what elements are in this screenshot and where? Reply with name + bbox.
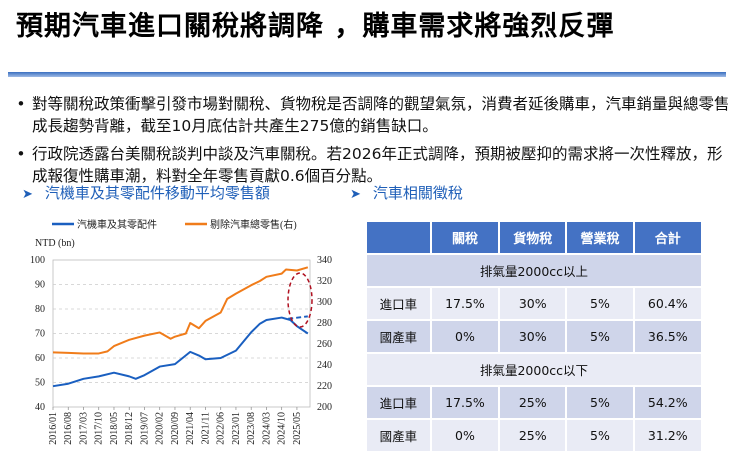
y-tick-left: 90 <box>35 280 45 291</box>
group-row: 排氣量2000cc以上 <box>365 253 703 288</box>
highlight-ellipse <box>287 272 313 328</box>
x-tick-label: 2018/05 <box>109 412 120 445</box>
table-cell: 0% <box>429 418 501 453</box>
header-cell <box>365 220 432 255</box>
bullet-item: • 對等關稅政策衝擊引發市場對關稅、貨物稅是否調降的觀望氣氛，消費者延後購車，汽車… <box>10 93 730 137</box>
x-tick-label: 2024/03 <box>261 412 272 445</box>
table-cell: 36.5% <box>632 319 704 354</box>
bullet-text: 對等關稅政策衝擊引發市場對關稅、貨物稅是否調降的觀望氣氛，消費者延後購車，汽車銷… <box>32 95 730 135</box>
x-tick-label: 2025/05 <box>292 412 303 445</box>
title-divider <box>8 72 726 77</box>
chart-section-heading: ➤ 汽機車及其零配件移動平均零售額 <box>22 182 270 203</box>
y-tick-right: 240 <box>317 360 332 371</box>
tax-table: 關稅 貨物稅 營業稅 合計 排氣量2000cc以上 進口車 17.5% 30% 5% 60… <box>365 220 704 453</box>
row-label: 進口車 <box>365 385 432 420</box>
group-label: 排氣量2000cc以上 <box>365 253 703 288</box>
table-header-row: 關稅 貨物稅 營業稅 合計 <box>365 220 704 255</box>
x-tick-label: 2021/11 <box>200 412 211 444</box>
table-row: 國產車 0% 30% 5% 36.5% <box>365 319 704 354</box>
table-row: 進口車 17.5% 25% 5% 54.2% <box>365 385 704 420</box>
x-tick-label: 2017/03 <box>78 412 89 445</box>
x-tick-label: 2023/08 <box>246 412 257 445</box>
bullet-dot-icon: • <box>16 95 26 113</box>
bullet-text: 行政院透露台美關稅談判中談及汽車關稅。若2026年正式調降，預期被壓抑的需求將一… <box>32 145 723 185</box>
header-cell: 營業稅 <box>565 220 635 255</box>
group-row: 排氣量2000cc以下 <box>365 352 703 387</box>
page-title: 預期汽車進口關稅將調降 ，購車需求將強烈反彈 <box>16 11 615 42</box>
y-tick-left: 100 <box>30 255 45 266</box>
y-tick-right: 220 <box>317 381 332 392</box>
x-tick-label: 2022/06 <box>216 412 227 445</box>
table-cell: 0% <box>429 319 501 354</box>
header-cell: 合計 <box>632 220 704 255</box>
table-cell: 60.4% <box>632 286 704 321</box>
series-line-0 <box>52 316 309 388</box>
table-cell: 25% <box>498 418 568 453</box>
y-axis-label: NTD (bn) <box>35 238 75 249</box>
table-row: 國產車 0% 25% 5% 31.2% <box>365 418 704 453</box>
header-cell: 關稅 <box>429 220 501 255</box>
table-cell: 5% <box>565 286 635 321</box>
table-section-title: 汽車相關徵稅 <box>372 184 463 202</box>
y-tick-right: 280 <box>317 318 332 329</box>
bullet-list: • 對等關稅政策衝擊引發市場對關稅、貨物稅是否調降的觀望氣氛，消費者延後購車，汽車… <box>10 93 730 193</box>
chart-section-title: 汽機車及其零配件移動平均零售額 <box>44 184 270 202</box>
table-cell: 17.5% <box>429 286 501 321</box>
row-label: 國產車 <box>365 319 432 354</box>
table-cell: 31.2% <box>632 418 704 453</box>
table-cell: 30% <box>498 286 568 321</box>
arrowhead-icon: ➤ <box>350 187 361 202</box>
table-section-heading: ➤ 汽車相關徵稅 <box>350 182 463 203</box>
y-tick-right: 300 <box>317 297 332 308</box>
table-row: 進口車 17.5% 30% 5% 60.4% <box>365 286 704 321</box>
x-tick-label: 2020/09 <box>170 412 181 445</box>
group-label: 排氣量2000cc以下 <box>365 352 703 387</box>
y-tick-left: 70 <box>35 329 45 340</box>
header-cell: 貨物稅 <box>498 220 568 255</box>
y-tick-right: 260 <box>317 339 332 350</box>
row-label: 進口車 <box>365 286 432 321</box>
x-tick-label: 2016/08 <box>63 412 74 445</box>
arrowhead-icon: ➤ <box>22 187 33 202</box>
x-tick-label: 2023/01 <box>231 412 242 445</box>
x-tick-label: 2017/10 <box>94 412 105 445</box>
table-cell: 5% <box>565 385 635 420</box>
x-tick-label: 2020/02 <box>155 412 166 445</box>
y-tick-left: 60 <box>35 353 45 364</box>
y-tick-right: 320 <box>317 276 332 287</box>
legend-label: 剔除汽車總零售(右) <box>210 218 297 231</box>
table-cell: 54.2% <box>632 385 704 420</box>
series-line-1 <box>52 266 309 355</box>
legend-label: 汽機車及其零配件 <box>77 218 157 231</box>
table-cell: 5% <box>565 319 635 354</box>
bullet-dot-icon: • <box>16 145 26 163</box>
row-label: 國產車 <box>365 418 432 453</box>
table-cell: 5% <box>565 418 635 453</box>
x-tick-label: 2019/07 <box>139 412 150 445</box>
y-tick-left: 40 <box>35 402 45 413</box>
line-chart: 40 50 60 70 80 90 100 200 220 240 260 280 300 320 340 N… <box>30 218 332 445</box>
x-tick-label: 2021/04 <box>185 412 196 445</box>
y-tick-right: 340 <box>317 255 332 266</box>
x-tick-label: 2018/12 <box>124 412 135 445</box>
y-tick-left: 50 <box>35 378 45 389</box>
x-tick-label: 2016/01 <box>48 412 59 445</box>
table-cell: 30% <box>498 319 568 354</box>
y-tick-left: 80 <box>35 304 45 315</box>
table-cell: 17.5% <box>429 385 501 420</box>
table-cell: 25% <box>498 385 568 420</box>
x-tick-label: 2024/10 <box>277 412 288 445</box>
y-tick-right: 200 <box>317 402 332 413</box>
bullet-item: • 行政院透露台美關稅談判中談及汽車關稅。若2026年正式調降，預期被壓抑的需求將… <box>10 143 730 187</box>
